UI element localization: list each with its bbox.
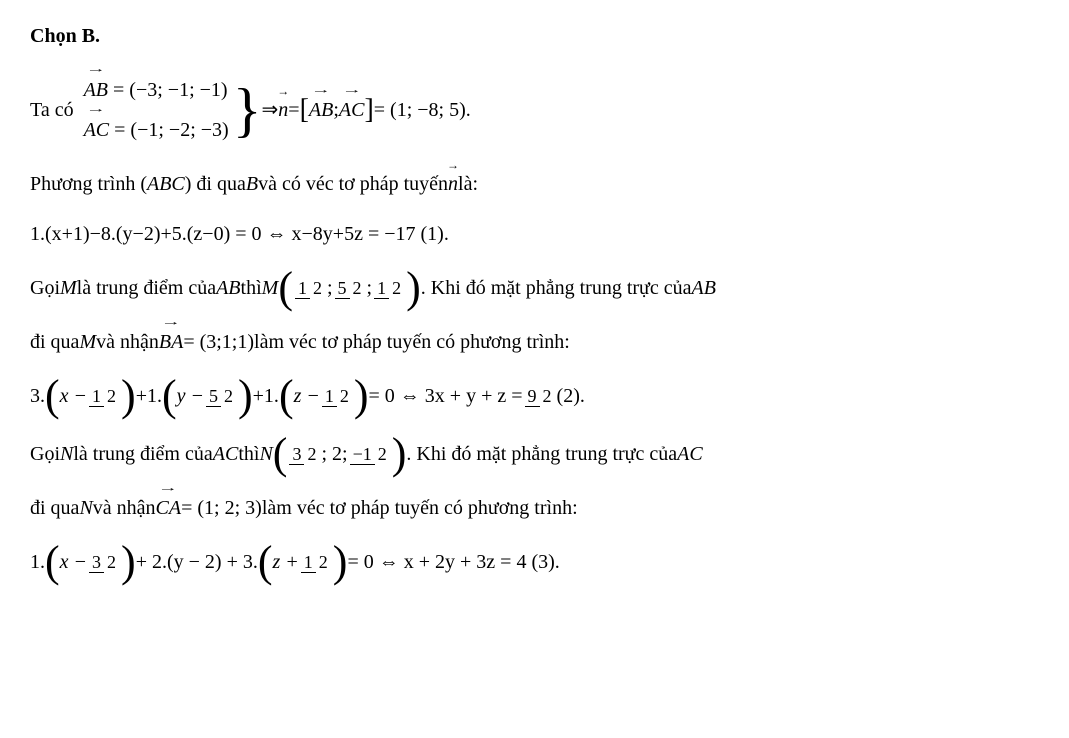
prefix: Ta có — [30, 94, 74, 126]
line-2: Phương trình ( ABC ) đi qua B và có véc … — [30, 168, 1039, 200]
brace-icon: } — [233, 85, 262, 135]
line-1: Ta có AB = (−3; −1; −1) AC = (−1; −2; −3… — [30, 70, 1039, 150]
vec-BA: BA — [159, 326, 183, 358]
vec-n2: n — [448, 168, 458, 200]
answer-header: Chọn B. — [30, 20, 1039, 52]
brace-group: AB = (−3; −1; −1) AC = (−1; −2; −3) } — [84, 70, 262, 150]
line-7: 1. ( x − 32 ) + 2.(y − 2) + 3. ( z + 12 … — [30, 542, 1039, 582]
line-4a: Gọi M là trung điểm của AB thì M ( 12 ; … — [30, 268, 1039, 308]
line-4b: đi qua M và nhận BA = (3;1;1) làm véc tơ… — [30, 326, 1039, 358]
line-6a: Gọi N là trung điểm của AC thì N ( 32 ; … — [30, 434, 1039, 474]
vec-AC: AC — [84, 110, 110, 150]
vec-n: n — [278, 94, 288, 126]
line-3: 1.(x+1)−8.(y−2)+5.(z−0) = 0 ⇔ x−8y+5z = … — [30, 218, 1039, 250]
paren-open: ( — [278, 268, 293, 308]
answer-text: Chọn B. — [30, 20, 100, 52]
line-6b: đi qua N và nhận CA = (1; 2; 3) làm véc … — [30, 492, 1039, 524]
paren-close: ) — [406, 268, 421, 308]
line-5: 3. ( x − 12 ) +1. ( y − 52 ) +1. ( z − 1… — [30, 376, 1039, 416]
vec-CA: CA — [156, 492, 182, 524]
